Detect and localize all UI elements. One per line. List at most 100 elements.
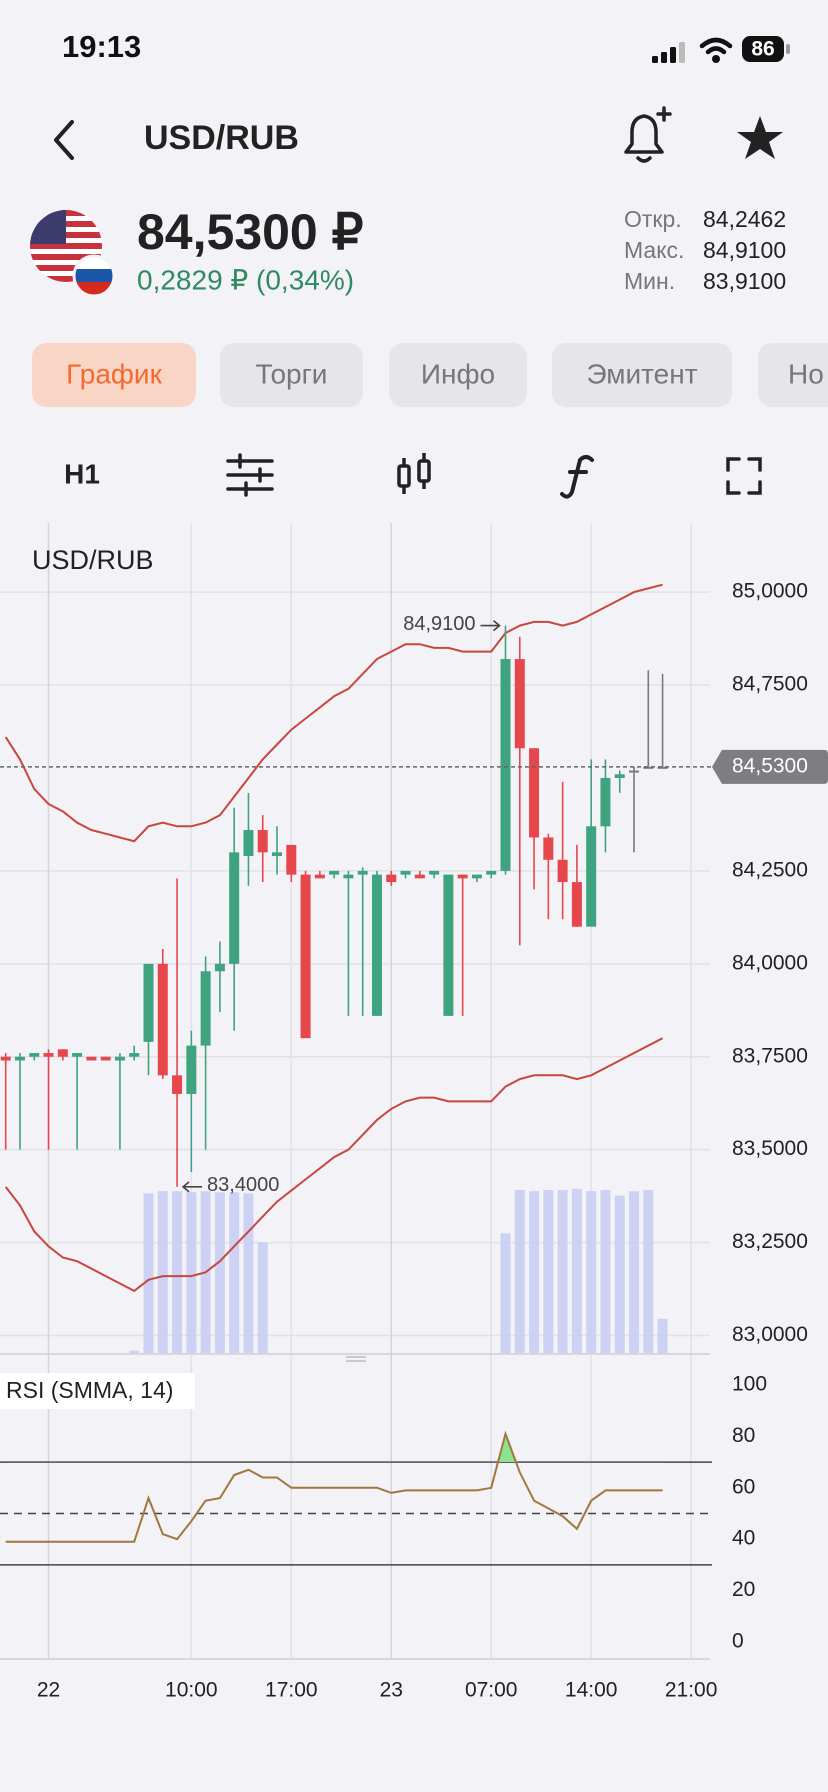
stat-value: 84,9100	[703, 237, 786, 263]
x-tick-label: 21:00	[665, 1679, 718, 1702]
rsi-tick-label: 60	[732, 1475, 755, 1498]
candle-body	[257, 830, 268, 853]
candle-body	[629, 770, 640, 773]
candle-body	[214, 963, 225, 972]
rsi-overbought-fill	[498, 1433, 516, 1463]
volume-bar	[229, 1192, 240, 1353]
back-button[interactable]	[54, 120, 74, 160]
volume-bar	[243, 1193, 254, 1353]
candle-body	[457, 874, 468, 879]
candle-body	[300, 874, 311, 1039]
rsi-title-box	[0, 1373, 195, 1409]
y-tick-label: 84,0000	[732, 951, 808, 974]
annotation-arrow	[480, 619, 501, 632]
candle-body	[571, 882, 582, 927]
candle-body	[286, 844, 297, 875]
candle-body	[314, 874, 325, 879]
candle-body	[414, 874, 425, 879]
rsi-tick-label: 20	[732, 1578, 755, 1601]
bollinger-bands	[4, 583, 664, 1293]
volume-bar	[186, 1192, 197, 1353]
candle-body	[657, 766, 668, 769]
rsi-line	[5, 1430, 663, 1543]
x-tick-label: 10:00	[165, 1679, 218, 1702]
candle-body	[400, 870, 411, 875]
annotation-arrow	[181, 1181, 203, 1193]
candle-body	[386, 874, 397, 883]
candle-body	[200, 971, 211, 1046]
rsi-tick-label: 40	[732, 1527, 755, 1550]
divider-handle[interactable]	[346, 1356, 366, 1362]
indicators-button[interactable]	[226, 453, 274, 497]
volume-bar	[643, 1189, 654, 1353]
candle-body	[471, 874, 482, 879]
candle-body	[129, 1053, 140, 1057]
tab-label: Эмитент	[586, 358, 697, 389]
candle-body	[429, 870, 440, 875]
band-lower	[4, 1037, 664, 1293]
annotation-label: 84,9100	[403, 613, 475, 635]
quote-stats: Откр. 84,2462 Макс. 84,9100 Мин. 83,9100	[624, 206, 786, 294]
candle-body	[186, 1045, 197, 1094]
volume-bar	[629, 1191, 640, 1353]
rsi-tick-label: 0	[732, 1630, 744, 1653]
tab[interactable]	[220, 343, 363, 407]
candle-body	[543, 837, 554, 860]
x-tick-label: 23	[380, 1679, 403, 1702]
last-price-label: 84,5300	[732, 754, 808, 777]
battery	[742, 36, 784, 62]
candle-body	[0, 1056, 11, 1061]
rsi-panel: 0 20 40 60 80 100	[0, 1373, 767, 1653]
tab[interactable]	[758, 343, 828, 407]
y-tick-label: 83,7500	[732, 1044, 808, 1067]
alert-button[interactable]	[624, 106, 672, 163]
y-tick-label: 84,2500	[732, 858, 808, 881]
candle-body	[14, 1056, 25, 1061]
tab[interactable]	[389, 343, 527, 407]
price-change: 0,2829 ₽ (0,34%)	[137, 264, 354, 295]
stat-value: 84,2462	[703, 206, 786, 232]
candle-body	[514, 659, 525, 749]
fullscreen-button[interactable]	[726, 457, 762, 495]
candle-body	[443, 874, 454, 1016]
volume-bar	[657, 1318, 668, 1353]
volume-bar	[143, 1193, 154, 1353]
tab-bar: График Торги Инфо Эмитент Но	[32, 343, 828, 407]
candle-body	[29, 1053, 40, 1057]
header-title: USD/RUB	[144, 119, 299, 157]
functions-button[interactable]	[560, 455, 594, 499]
y-tick-label: 83,0000	[732, 1323, 808, 1346]
y-tick-label: 84,7500	[732, 673, 808, 696]
x-axis: 22 10:00 17:00 23 07:00 14:00 21:00	[37, 1679, 718, 1702]
battery-level: 86	[751, 38, 774, 61]
volume-bar	[571, 1188, 582, 1353]
price: 84,5300 ₽	[137, 204, 363, 260]
stat-label: Макс.	[624, 237, 684, 263]
chart-type-button[interactable]	[397, 453, 431, 494]
volume-bar	[600, 1189, 611, 1353]
candle-body	[586, 826, 597, 927]
candle-body	[500, 659, 511, 871]
candle-body	[371, 874, 382, 1016]
tab-label: Торги	[256, 358, 328, 389]
volume-bar	[543, 1189, 554, 1353]
candle-body	[529, 748, 540, 838]
candle-body	[114, 1056, 125, 1061]
y-tick-label: 83,2500	[732, 1230, 808, 1253]
candle-body	[72, 1053, 83, 1057]
volume-bar	[214, 1192, 225, 1353]
tab[interactable]	[32, 343, 196, 407]
candle-body	[43, 1053, 54, 1057]
volume-bar	[129, 1350, 140, 1353]
annotation-label: 83,4000	[207, 1174, 279, 1196]
rsi-title: RSI (SMMA, 14)	[6, 1377, 173, 1403]
tab-label: График	[66, 358, 162, 389]
candle-body	[100, 1056, 111, 1061]
candle-body	[229, 852, 240, 964]
tab[interactable]	[552, 343, 732, 407]
interval-button[interactable]: H1	[64, 458, 100, 489]
favorite-button[interactable]	[737, 116, 783, 159]
x-tick-label: 17:00	[265, 1679, 318, 1702]
volume-bar	[500, 1233, 511, 1353]
